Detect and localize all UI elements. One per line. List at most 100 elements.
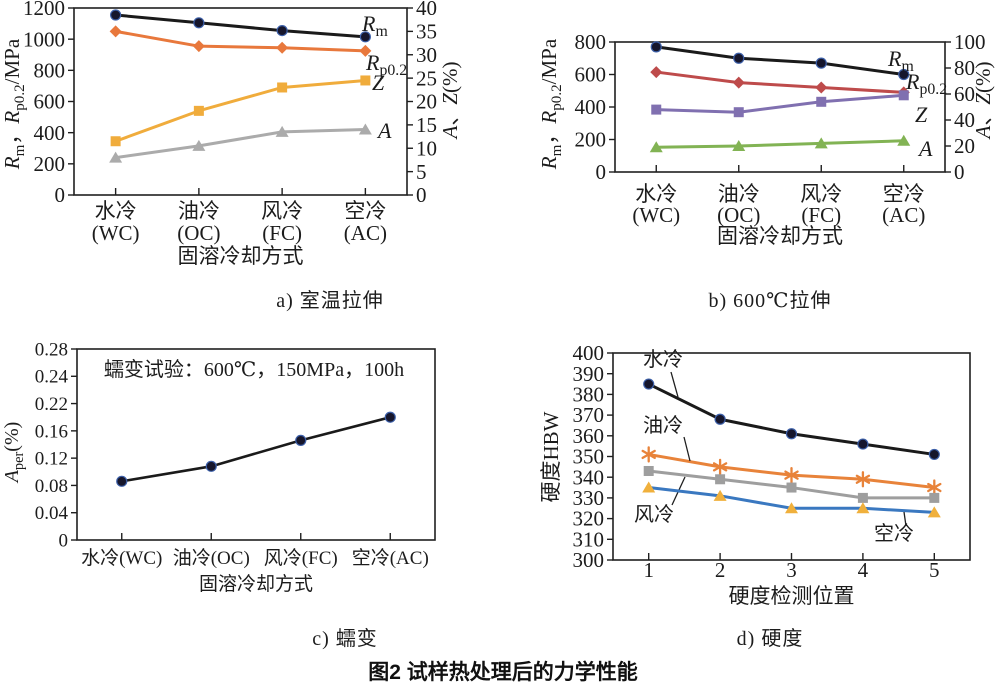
marker-triangle [897, 134, 911, 146]
y-tick-label: 0 [954, 160, 965, 184]
marker-square [110, 136, 121, 147]
marker-circle [384, 411, 396, 423]
leader-line [670, 371, 679, 398]
y-tick-label: 390 [573, 362, 605, 386]
chart-b: 0200400600800020406080100水冷(WC)油冷(OC)风冷(… [537, 30, 995, 248]
y-tick-label: 20 [416, 90, 437, 114]
series-line-Aper [120, 415, 392, 483]
figure-title: 图2 试样热处理后的力学性能 [368, 661, 638, 684]
marker-circle [205, 460, 217, 472]
marker-circle [815, 57, 827, 69]
y-tick-label: 0.24 [35, 367, 69, 388]
y-tick-label: 15 [416, 113, 437, 137]
marker-triangle [785, 502, 798, 514]
marker-diamond [109, 25, 122, 38]
panel-c-caption: c) 蠕变 [312, 628, 378, 650]
marker-circle [295, 434, 307, 447]
y-tick-label: 350 [573, 445, 605, 469]
series-label-Z: Z [372, 70, 385, 95]
series-label-Z: Z [915, 102, 928, 127]
y-tick-label: 20 [954, 134, 975, 158]
x-category-label: 水冷 [95, 199, 137, 223]
y-tick-label: 0.12 [35, 449, 68, 470]
marker-circle [714, 413, 726, 425]
marker-diamond [815, 81, 828, 94]
y-tick-label: 0.04 [35, 503, 69, 524]
series-line-Rm [654, 45, 906, 76]
y-tick-label: 200 [34, 152, 66, 176]
marker-triangle [814, 137, 828, 149]
y-left-axis-title: Aper(%) [1, 422, 27, 485]
series-line-Rm [114, 13, 367, 39]
marker-square [643, 465, 654, 476]
x-category-label: 5 [929, 558, 940, 582]
y-tick-label: 5 [416, 160, 427, 184]
marker-diamond [732, 76, 745, 89]
marker-diamond [650, 66, 663, 79]
marker-square [857, 492, 868, 503]
x-axis-title: 固溶冷却方式 [717, 224, 843, 248]
x-category-label: (WC) [632, 203, 680, 227]
y-tick-label: 0 [416, 183, 427, 207]
y-tick-label: 0.22 [35, 394, 68, 415]
x-category-label: 空冷 [344, 199, 386, 223]
marker-square [816, 96, 827, 107]
marker-asterisk [855, 474, 871, 484]
y-left-axis-title: Rm，Rp0.2/MPa [0, 38, 28, 170]
x-category-label: (WC) [92, 221, 140, 245]
y-right-axis-title: A、Z(%) [971, 61, 995, 140]
x-category-label: 水冷 [635, 182, 677, 206]
x-category-label: 3 [786, 558, 797, 582]
y-tick-label: 600 [34, 90, 66, 114]
y-tick-label: 200 [575, 128, 607, 152]
y-tick-label: 35 [416, 20, 437, 44]
series-line-Rp0.2 [114, 29, 367, 53]
marker-square [733, 107, 744, 118]
x-category-label: 油冷 [718, 182, 760, 206]
y-tick-label: 340 [573, 465, 605, 489]
y-tick-label: 800 [34, 58, 66, 82]
y-tick-label: 310 [573, 527, 605, 551]
x-category-label: 风冷 [261, 199, 303, 223]
marker-triangle [275, 125, 289, 137]
marker-square [651, 104, 662, 115]
marker-square [898, 90, 909, 101]
y-tick-label: 370 [573, 403, 605, 427]
marker-asterisk [927, 482, 942, 493]
y-tick-label: 0 [59, 530, 69, 551]
marker-triangle [192, 139, 206, 151]
x-category-label: 4 [858, 558, 869, 582]
x-axis-title: 固溶冷却方式 [199, 573, 313, 595]
x-category-label: (AC) [882, 203, 925, 227]
marker-triangle [927, 506, 941, 518]
x-category-label: (FC) [262, 221, 302, 245]
marker-circle [785, 428, 798, 440]
marker-asterisk [712, 462, 728, 472]
marker-circle [857, 438, 869, 450]
marker-triangle [642, 481, 656, 493]
series-line-A [114, 128, 367, 160]
y-tick-label: 400 [573, 341, 605, 365]
y-tick-label: 600 [575, 63, 607, 87]
series-line-A [654, 139, 906, 149]
series-label-Rp0.2: Rp0.2 [365, 50, 407, 79]
marker-circle [193, 17, 205, 29]
marker-asterisk [641, 449, 656, 460]
series-label-Rm: Rm [361, 11, 388, 40]
chart-a: 0200400600800100012000510152025303540水冷(… [0, 0, 462, 268]
marker-triangle [649, 141, 663, 153]
marker-diamond [192, 40, 205, 53]
y-tick-label: 40 [954, 108, 975, 132]
y-tick-label: 0.28 [35, 339, 68, 360]
annotation: 蠕变试验：600℃，150MPa，100h [104, 358, 404, 381]
x-category-label: 水冷(WC) [81, 547, 162, 569]
y-tick-label: 400 [34, 121, 66, 145]
marker-diamond [359, 44, 372, 57]
marker-circle [116, 475, 128, 487]
series-label-水冷: 水冷 [643, 348, 683, 371]
leader-line [903, 511, 907, 527]
x-category-label: 空冷 [883, 182, 925, 206]
y-tick-label: 0 [55, 183, 66, 207]
series-label-油冷: 油冷 [643, 414, 683, 437]
